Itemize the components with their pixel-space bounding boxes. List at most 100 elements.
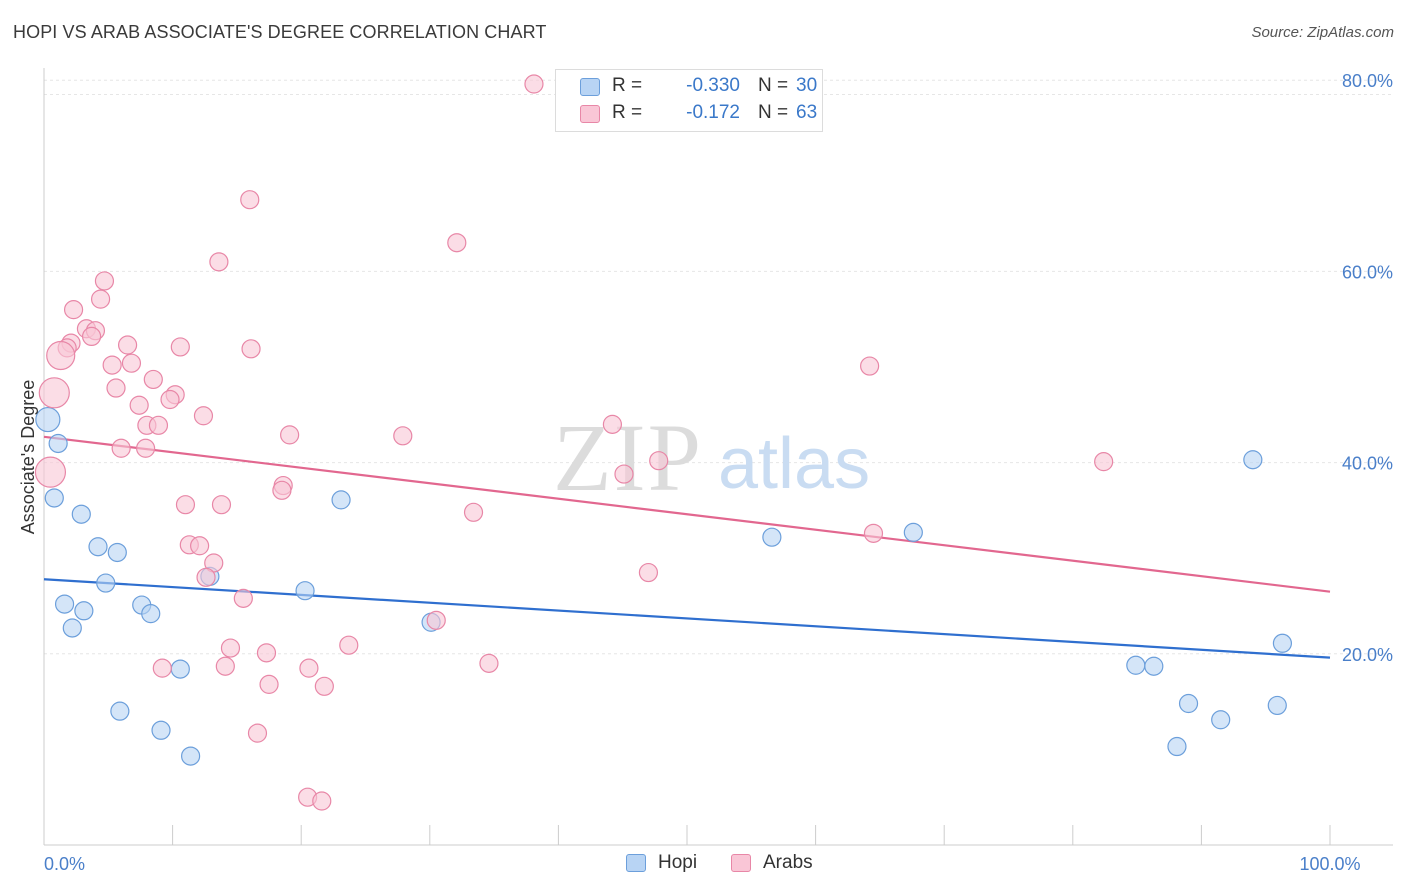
series-legend-label-hopi: Hopi [658, 852, 698, 873]
chart-title: HOPI VS ARAB ASSOCIATE'S DEGREE CORRELAT… [13, 22, 547, 42]
point-arab-34 [1094, 452, 1114, 472]
point-arab-9 [81, 326, 102, 347]
point-hopi-1 [48, 433, 68, 454]
point-hopi-15 [151, 720, 171, 740]
axis-layer [43, 68, 1393, 846]
point-arab-49 [426, 610, 446, 630]
legend-hopi-r-label: R = [612, 75, 643, 96]
grid-layer [44, 79, 1393, 655]
series-legend-swatch-arab [731, 854, 751, 872]
point-arab-46 [196, 567, 216, 587]
point-arab-29 [393, 426, 413, 446]
point-hopi-13 [170, 659, 190, 679]
point-arab-6 [63, 300, 84, 320]
point-arab-3 [209, 252, 229, 272]
point-arab-52 [256, 643, 277, 663]
point-hopi-3 [71, 504, 91, 524]
point-hopi-16 [181, 746, 201, 766]
legend-arab-n-label: N = [758, 102, 789, 123]
point-arab-44 [190, 536, 210, 556]
watermark-zip: ZIP [553, 404, 703, 511]
legend-arab-r-label: R = [612, 102, 643, 123]
point-hopi-28 [1167, 736, 1187, 757]
legend-hopi-n-label: N = [758, 75, 789, 96]
point-arab-23 [129, 395, 149, 415]
point-hopi-23 [1272, 633, 1293, 653]
point-arab-27 [602, 414, 623, 434]
point-arab-40 [463, 502, 484, 522]
point-arab-61 [312, 791, 332, 811]
legend-swatch-arab [580, 105, 600, 123]
point-arab-39 [211, 495, 232, 515]
label-layer: 20.0% 40.0% 60.0% 80.0% 0.0% 100.0% Associate'… [18, 71, 1393, 874]
point-hopi-20 [762, 527, 782, 547]
point-arab-28 [280, 425, 300, 445]
y-tick-label-2: 60.0% [1342, 262, 1393, 282]
point-arab-5 [90, 289, 111, 309]
point-arab-57 [259, 674, 279, 694]
legend-arab-n-value: 63 [796, 102, 818, 123]
point-hopi-26 [1178, 693, 1199, 714]
point-arab-17 [121, 353, 142, 373]
trendline-hopi [43, 578, 1331, 659]
point-arab-12 [117, 335, 138, 355]
x-tick-label-1: 100.0% [1299, 854, 1360, 874]
point-hopi-18 [331, 490, 351, 510]
y-tick-label-0: 20.0% [1342, 645, 1393, 665]
source-credit: Source: ZipAtlas.com [1251, 24, 1394, 41]
correlation-legend: R = -0.330 N = 30 R = -0.172 N = 63 [555, 69, 823, 132]
trend-layer [43, 435, 1331, 659]
point-arab-20 [38, 377, 70, 409]
point-arab-56 [479, 653, 499, 673]
point-arab-53 [152, 658, 172, 678]
series-legend-swatch-hopi [626, 854, 646, 872]
point-arab-4 [94, 271, 115, 291]
series-legend-label-arab: Arabs [763, 852, 813, 873]
point-hopi-7 [54, 594, 75, 614]
watermark-atlas: atlas [718, 424, 870, 504]
point-arab-51 [339, 635, 359, 655]
y-tick-label-1: 40.0% [1342, 454, 1393, 474]
point-arab-16 [102, 355, 122, 375]
point-hopi-25 [1144, 656, 1164, 676]
point-arab-1 [240, 190, 260, 210]
point-hopi-6 [96, 573, 116, 593]
point-hopi-21 [903, 522, 923, 542]
point-hopi-8 [74, 601, 94, 621]
point-arab-58 [314, 676, 334, 696]
point-arab-47 [638, 562, 659, 583]
point-arab-50 [220, 638, 241, 658]
point-hopi-4 [88, 537, 108, 557]
point-arab-24 [193, 406, 214, 426]
trendline-arab [43, 435, 1331, 593]
point-arab-22 [160, 389, 180, 410]
point-arab-38 [175, 495, 196, 515]
point-arab-19 [106, 378, 126, 398]
point-arab-54 [215, 656, 235, 676]
point-hopi-27 [1211, 710, 1231, 730]
y-axis-title: Associate's Degree [18, 380, 38, 535]
point-hopi-17 [295, 581, 315, 601]
legend-hopi-n-value: 30 [796, 75, 818, 96]
point-arab-31 [135, 438, 156, 458]
point-arab-33 [649, 451, 669, 471]
point-arab-48 [233, 588, 253, 608]
point-hopi-5 [107, 542, 127, 563]
point-arab-15 [46, 340, 76, 371]
point-arab-2 [447, 233, 467, 253]
point-arab-18 [143, 369, 163, 390]
legend-arab-r-value: -0.172 [686, 102, 740, 123]
x-tick-label-0: 0.0% [44, 854, 85, 874]
point-arab-42 [863, 523, 884, 543]
point-arab-37 [272, 480, 292, 500]
y-tick-label-3: 80.0% [1342, 71, 1393, 91]
point-arab-32 [34, 456, 67, 488]
points-layer [34, 74, 1293, 811]
legend-swatch-hopi [580, 78, 600, 96]
point-arab-26 [148, 415, 169, 435]
watermark: ZIP atlas [553, 404, 870, 511]
point-arab-55 [299, 658, 319, 678]
point-hopi-22 [1243, 450, 1263, 470]
point-hopi-14 [110, 701, 130, 721]
